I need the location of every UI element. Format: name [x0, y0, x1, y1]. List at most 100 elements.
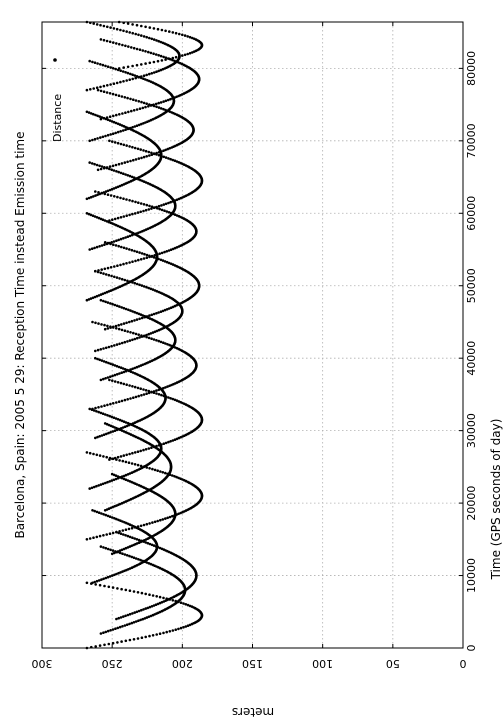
data-point: [110, 479, 114, 482]
data-point: [121, 570, 124, 573]
data-point: [113, 275, 116, 279]
data-point: [169, 200, 172, 204]
data-point: [126, 398, 129, 401]
data-point: [132, 621, 136, 624]
data-point: [111, 92, 115, 96]
data-point: [120, 548, 124, 552]
data-point: [173, 514, 176, 517]
data-point: [140, 335, 144, 338]
data-point: [124, 111, 127, 114]
data-point: [122, 237, 125, 240]
data-point: [114, 186, 118, 189]
data-point: [186, 35, 189, 38]
data-point: [97, 484, 100, 487]
data-point: [169, 157, 172, 161]
data-point: [120, 341, 124, 345]
data-point: [152, 103, 155, 106]
data-point: [168, 515, 172, 519]
data-point: [171, 31, 175, 34]
data-point: [112, 169, 116, 172]
data-point: [128, 31, 131, 34]
data-point: [124, 614, 127, 618]
data-point: [128, 638, 132, 642]
data-point: [129, 331, 132, 334]
data-point: [94, 645, 97, 648]
data-point: [127, 461, 131, 465]
data-point: [95, 216, 99, 219]
data-point: [123, 398, 127, 402]
data-point: [98, 454, 102, 457]
data-point: [145, 285, 148, 289]
data-point: [118, 418, 122, 422]
data-point: [167, 201, 170, 205]
data-point: [118, 476, 122, 479]
data-point: [98, 358, 101, 362]
data-point: [115, 113, 118, 117]
data-point: [111, 641, 115, 645]
data-point: [130, 233, 134, 237]
data-point: [136, 211, 140, 214]
data-point: [140, 394, 143, 397]
data-point: [151, 288, 155, 291]
data-point: [134, 76, 137, 80]
data-point: [137, 157, 141, 160]
data-point: [147, 208, 151, 211]
data-point: [107, 642, 111, 646]
data-point: [138, 107, 142, 110]
data-point: [155, 70, 158, 73]
x-tick-label: 20000: [465, 486, 478, 521]
data-point: [186, 52, 189, 56]
data-point: [94, 406, 97, 410]
data-point: [112, 114, 115, 118]
data-point: [130, 319, 134, 323]
data-point: [164, 156, 168, 159]
data-point: [159, 68, 163, 72]
data-point: [166, 516, 169, 520]
data-point: [117, 323, 120, 327]
data-point: [137, 231, 140, 235]
data-point: [149, 332, 153, 335]
data-point: [112, 243, 115, 246]
data-point: [144, 635, 147, 639]
data-point: [155, 312, 158, 315]
data-point: [99, 298, 103, 302]
data-point: [105, 242, 109, 246]
data-point: [165, 260, 169, 264]
x-axis-label: Time (GPS seconds of day): [489, 419, 503, 581]
data-point: [171, 474, 174, 477]
data-point: [119, 237, 123, 241]
data-point: [132, 590, 136, 593]
data-point: [106, 575, 110, 579]
data-point: [162, 100, 165, 103]
data-point: [112, 325, 115, 329]
data-point: [127, 308, 130, 312]
data-point: [133, 526, 137, 529]
data-point: [131, 126, 134, 129]
data-point: [157, 39, 160, 43]
data-point: [115, 572, 118, 576]
data-point: [159, 54, 163, 58]
data-point: [133, 249, 136, 253]
data-point: [151, 467, 154, 471]
data-point: [125, 453, 128, 457]
data-point: [134, 557, 138, 560]
data-point: [118, 305, 121, 308]
data-point: [125, 79, 128, 82]
data-point: [125, 144, 128, 147]
data-point: [117, 365, 121, 369]
data-point: [108, 119, 112, 122]
data-point: [102, 38, 106, 42]
data-point: [93, 580, 96, 584]
data-point: [104, 630, 108, 634]
data-point: [158, 632, 162, 635]
data-point: [133, 74, 137, 77]
data-point: [124, 534, 127, 537]
data-point: [110, 168, 113, 171]
data-point: [88, 451, 92, 455]
data-point: [126, 613, 130, 617]
data-point: [116, 195, 119, 199]
data-point: [102, 84, 106, 88]
data-point: [99, 136, 102, 139]
data-point: [91, 138, 94, 142]
data-point: [106, 629, 110, 633]
